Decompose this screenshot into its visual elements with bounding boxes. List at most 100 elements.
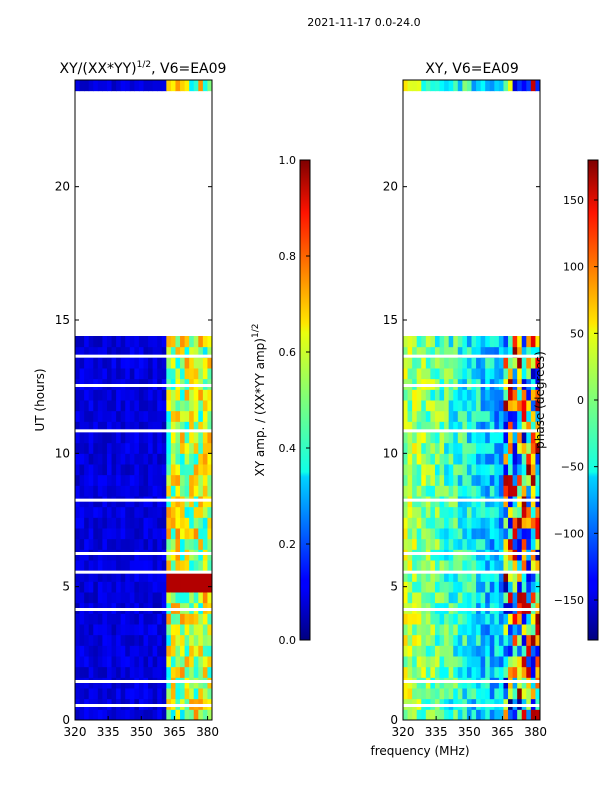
heatmap-cell: [161, 592, 167, 604]
heatmap-cell: [521, 613, 527, 625]
heatmap-cell: [439, 581, 445, 593]
heatmap-cell: [535, 432, 541, 444]
heatmap-cell: [526, 645, 532, 657]
heatmap-cell: [512, 410, 518, 422]
heatmap-cell: [494, 389, 500, 401]
heatmap-cell: [97, 688, 103, 700]
heatmap-cell: [79, 442, 85, 454]
heatmap-cell: [421, 410, 427, 422]
heatmap-cell: [143, 357, 149, 369]
heatmap-cell: [412, 389, 418, 401]
heatmap-cell: [193, 634, 199, 646]
heatmap-cell: [444, 389, 450, 401]
heatmap-cell: [97, 666, 103, 678]
heatmap-cell: [97, 346, 103, 358]
heatmap-cell: [471, 538, 477, 550]
heatmap-cell: [134, 634, 140, 646]
heatmap-cell: [448, 688, 454, 700]
heatmap-cell: [444, 666, 450, 678]
heatmap-cell: [193, 368, 199, 380]
heatmap-cell: [152, 656, 158, 668]
heatmap-cell: [494, 592, 500, 604]
heatmap-cell: [444, 709, 450, 721]
heatmap-cell: [97, 560, 103, 572]
colorbar-tick-label: 0: [577, 394, 584, 407]
heatmap-cell: [457, 400, 463, 412]
heatmap-cell: [485, 517, 491, 529]
heatmap-cell: [102, 528, 108, 540]
heatmap-cell: [448, 528, 454, 540]
heatmap-cell: [106, 336, 113, 348]
heatmap-cell: [498, 485, 504, 497]
heatmap-cell: [125, 656, 131, 668]
heatmap-cell: [148, 357, 154, 369]
heatmap-cell: [75, 442, 81, 454]
heatmap-cell: [466, 592, 472, 604]
heatmap-cell: [111, 581, 117, 593]
heatmap-cell: [102, 634, 108, 646]
heatmap-cell: [425, 80, 431, 92]
heatmap-cell: [512, 453, 518, 465]
heatmap-cell: [129, 346, 135, 358]
heatmap-cell: [152, 538, 158, 550]
heatmap-cell: [88, 474, 94, 486]
heatmap-cell: [184, 464, 190, 476]
heatmap-cell: [430, 357, 436, 369]
heatmap-cell: [407, 613, 413, 625]
heatmap-cell: [517, 645, 523, 657]
heatmap-cell: [93, 453, 99, 465]
heatmap-cell: [134, 410, 140, 422]
heatmap-cell: [430, 453, 436, 465]
heatmap-cell: [444, 517, 450, 529]
heatmap-cell: [189, 432, 195, 444]
heatmap-cell: [403, 389, 409, 401]
heatmap-cell: [106, 389, 113, 401]
heatmap-cell: [526, 453, 532, 465]
heatmap-cell: [202, 592, 208, 604]
heatmap-cell: [421, 80, 427, 92]
heatmap-cell: [120, 474, 126, 486]
heatmap-cell: [421, 421, 427, 433]
heatmap-cell: [111, 592, 117, 604]
heatmap-cell: [521, 592, 527, 604]
heatmap-cell: [129, 581, 135, 593]
heatmap-cell: [521, 485, 527, 497]
heatmap-cell: [439, 485, 445, 497]
heatmap-cell: [434, 453, 441, 465]
heatmap-cell: [79, 581, 85, 593]
heatmap-cell: [134, 538, 140, 550]
heatmap-cell: [129, 517, 135, 529]
heatmap-cell: [462, 570, 468, 582]
heatmap-cell: [93, 474, 99, 486]
heatmap-cell: [143, 485, 149, 497]
heatmap-cell: [407, 80, 413, 92]
heatmap-cell: [403, 666, 409, 678]
heatmap-cell: [535, 389, 541, 401]
heatmap-cell: [425, 624, 431, 636]
heatmap-cell: [503, 400, 509, 412]
colorbar-tick-label: −100: [554, 527, 584, 540]
heatmap-cell: [453, 453, 459, 465]
heatmap-cell: [503, 80, 509, 92]
heatmap-cell: [193, 570, 199, 582]
heatmap-cell: [434, 506, 441, 518]
heatmap-cell: [111, 656, 117, 668]
heatmap-cell: [453, 581, 459, 593]
heatmap-cell: [503, 432, 509, 444]
heatmap-cell: [120, 485, 126, 497]
heatmap-cell: [202, 688, 208, 700]
heatmap-cell: [489, 442, 495, 454]
heatmap-cell: [498, 389, 504, 401]
y-tick-label: 20: [55, 180, 70, 194]
heatmap-cell: [125, 624, 131, 636]
heatmap-cell: [207, 80, 213, 92]
heatmap-cell: [489, 528, 495, 540]
heatmap-cell: [75, 709, 81, 721]
heatmap-cell: [498, 709, 504, 721]
heatmap-cell: [111, 709, 117, 721]
heatmap-cell: [508, 346, 514, 358]
heatmap-cell: [143, 656, 149, 668]
heatmap-cell: [425, 517, 431, 529]
heatmap-cell: [143, 538, 149, 550]
heatmap-cell: [102, 709, 108, 721]
